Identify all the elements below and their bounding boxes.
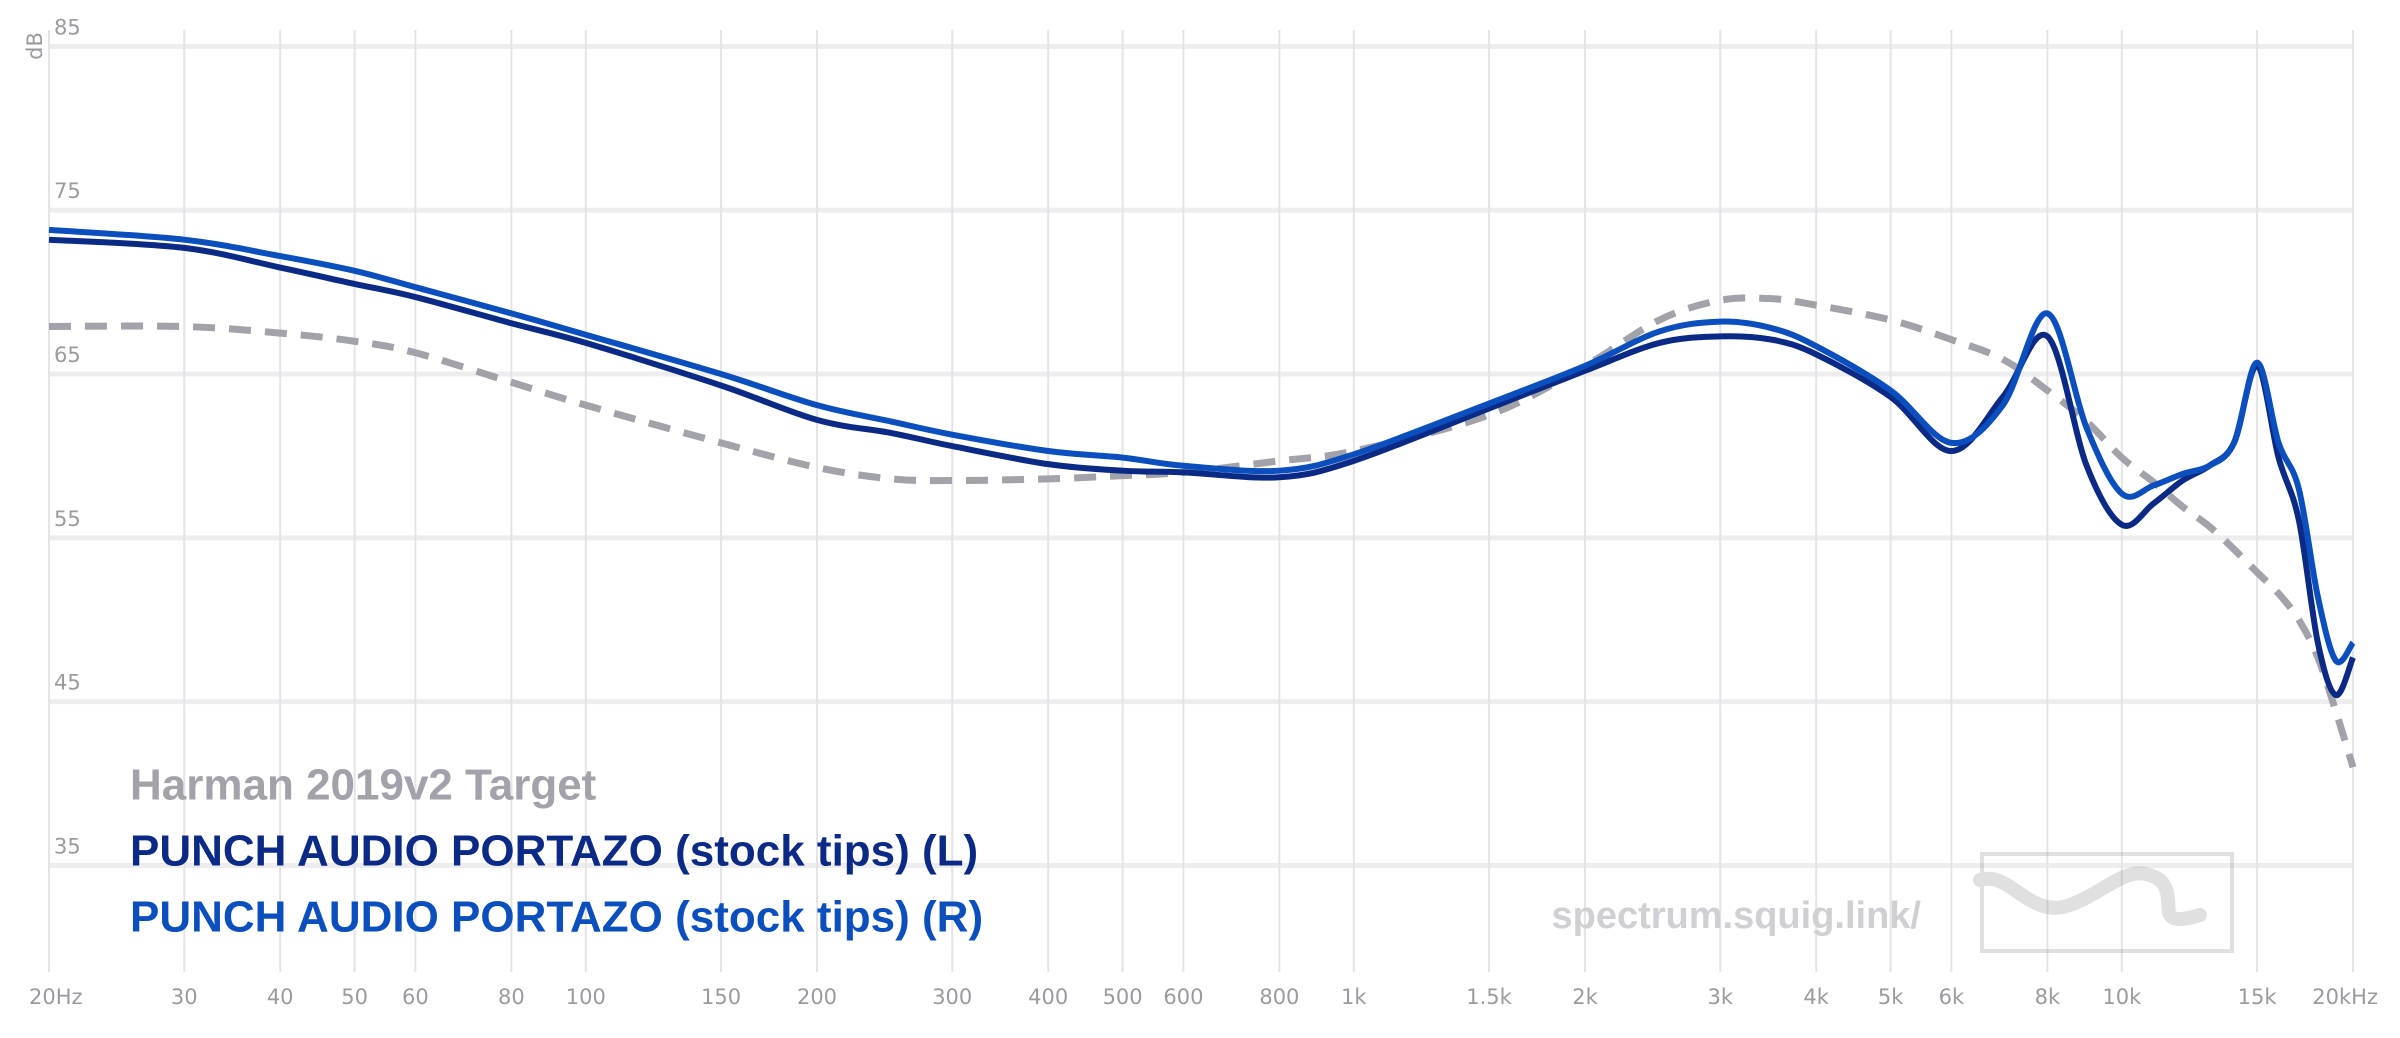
x-tick-label: 40 xyxy=(267,985,294,1009)
x-tick-label: 20kHz xyxy=(2312,985,2378,1009)
x-tick-label: 60 xyxy=(402,985,429,1009)
x-tick-label: 15k xyxy=(2238,985,2278,1009)
legend-entry: Harman 2019v2 Target xyxy=(130,761,597,810)
x-tick-label: 5k xyxy=(1878,985,1904,1009)
y-tick-label: 65 xyxy=(54,343,81,367)
x-tick-label: 10k xyxy=(2102,985,2142,1009)
y-tick-label: 55 xyxy=(54,507,81,531)
y-tick-label: 45 xyxy=(54,671,81,695)
grid: 35 45 55 65 75 85 20Hz 30 40 50 60 80 100 150 200 300 40… xyxy=(29,15,2378,1009)
y-tick-label: 75 xyxy=(54,179,81,203)
x-tick-label: 2k xyxy=(1572,985,1598,1009)
line xyxy=(48,226,2356,666)
x-tick-label: 30 xyxy=(171,985,198,1009)
legend-entry: PUNCH AUDIO PORTAZO (stock tips) (L) xyxy=(130,827,978,876)
logo xyxy=(1973,852,2234,953)
x-tick-label: 200 xyxy=(797,985,837,1009)
x-tick-label: 600 xyxy=(1163,985,1203,1009)
legend: Harman 2019v2 Target PUNCH AUDIO PORTAZO … xyxy=(130,761,983,942)
x-tick-label: 4k xyxy=(1803,985,1829,1009)
watermark: spectrum.squig.link/ xyxy=(1551,895,1921,937)
x-tick-label: 800 xyxy=(1259,985,1299,1009)
y-axis-label: dB xyxy=(23,32,47,60)
y-tick-label: 35 xyxy=(54,835,81,859)
x-tick-label: 20Hz xyxy=(29,985,83,1009)
x-tick-label: 100 xyxy=(566,985,606,1009)
x-tick-label: 50 xyxy=(341,985,368,1009)
x-tick-label: 8k xyxy=(2035,985,2061,1009)
y-tick-label: 85 xyxy=(54,15,81,39)
x-tick-label: 1.5k xyxy=(1466,985,1512,1009)
x-tick-label: 500 xyxy=(1103,985,1143,1009)
x-tick-label: 3k xyxy=(1707,985,1733,1009)
line xyxy=(48,294,2357,769)
x-tick-label: 6k xyxy=(1939,985,1965,1009)
x-tick-label: 1k xyxy=(1341,985,1367,1009)
x-tick-label: 80 xyxy=(498,985,525,1009)
legend-entry: PUNCH AUDIO PORTAZO (stock tips) (R) xyxy=(130,893,983,942)
x-tick-label: 300 xyxy=(932,985,972,1009)
x-tick-label: 400 xyxy=(1028,985,1068,1009)
lines xyxy=(48,226,2357,769)
x-tick-label: 150 xyxy=(701,985,741,1009)
